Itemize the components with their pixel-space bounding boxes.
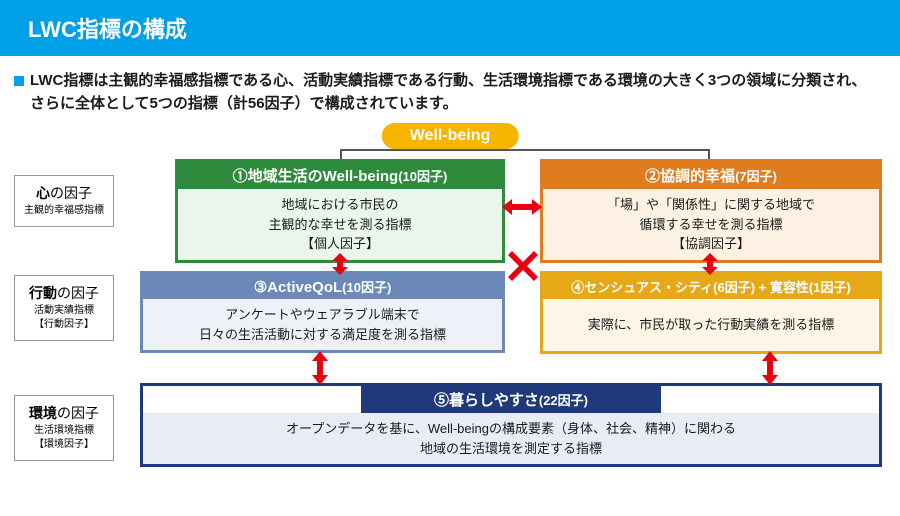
row-label-env: 環境の因子 生活環境指標 【環境因子】	[14, 395, 114, 461]
subtitle-text: LWC指標は主観的幸福感指標である心、活動実績指標である行動、生活環境指標である…	[30, 72, 866, 112]
box3-title: ③ActiveQoL	[254, 279, 342, 296]
box4-body: 実際に、市民が取った行動実績を測る指標	[543, 299, 879, 351]
box2-title: ②協調的幸福	[645, 168, 735, 185]
box-regional-wellbeing: ①地域生活のWell-being(10因子) 地域における市民の 主観的な幸せを…	[175, 159, 505, 263]
row-label-env-main: 環境の因子	[19, 404, 109, 424]
box2-count: (7因子)	[735, 169, 777, 184]
box5-title: ⑤暮らしやすさ	[434, 392, 539, 409]
box-sensuous-city: ④センシュアス・シティ(6因子) + 寛容性(1因子) 実際に、市民が取った行動…	[540, 271, 882, 354]
box-active-qol: ③ActiveQoL(10因子) アンケートやウェアラブル端末で 日々の生活活動…	[140, 271, 505, 353]
arrow-b3-b5	[310, 351, 330, 390]
box3-body: アンケートやウェアラブル端末で 日々の生活活動に対する満足度を測る指標	[143, 299, 502, 350]
row-label-action-sub1: 活動実績指標	[19, 304, 109, 318]
box1-line3: 【個人因子】	[186, 234, 494, 254]
box3-line1: アンケートやウェアラブル端末で	[151, 305, 494, 325]
box3-line2: 日々の生活活動に対する満足度を測る指標	[151, 325, 494, 345]
page-title: LWC指標の構成	[0, 0, 900, 56]
box3-count: (10因子)	[342, 280, 391, 295]
row-label-heart-sub: 主観的幸福感指標	[19, 204, 109, 218]
box1-count: (10因子)	[398, 169, 447, 184]
cross-icon	[508, 251, 538, 288]
row-label-heart: 心の因子 主観的幸福感指標	[14, 175, 114, 227]
diagram-area: Well-being 心の因子 主観的幸福感指標 行動の因子 活動実績指標 【行…	[0, 123, 900, 503]
box2-line3: 【協調因子】	[551, 234, 871, 254]
row-label-heart-main: 心の因子	[19, 184, 109, 204]
box1-body: 地域における市民の 主観的な幸せを測る指標 【個人因子】	[178, 189, 502, 260]
row-label-env-sub1: 生活環境指標	[19, 424, 109, 438]
box1-title: ①地域生活のWell-being	[233, 168, 399, 185]
wellbeing-pill: Well-being	[382, 123, 519, 149]
box-livability: ⑤暮らしやすさ(22因子) オープンデータを基に、Well-beingの構成要素…	[140, 383, 882, 467]
box2-body: 「場」や「関係性」に関する地域で 循環する幸せを測る指標 【協調因子】	[543, 189, 879, 260]
box4-title: ④センシュアス・シティ(6因子) + 寛容性(1因子)	[571, 280, 851, 295]
arrow-b4-b5	[760, 351, 780, 390]
box5-line2: 地域の生活環境を測定する指標	[151, 439, 871, 459]
box5-line1: オープンデータを基に、Well-beingの構成要素（身体、社会、精神）に関わる	[151, 419, 871, 439]
box1-header: ①地域生活のWell-being(10因子)	[178, 162, 502, 189]
box4-line1: 実際に、市民が取った行動実績を測る指標	[551, 315, 871, 335]
box1-line1: 地域における市民の	[186, 195, 494, 215]
row-label-action-main: 行動の因子	[19, 284, 109, 304]
arrow-b2-b4	[700, 253, 720, 280]
arrow-b1-b2	[502, 197, 542, 222]
wellbeing-label: Well-being	[410, 127, 491, 144]
box2-line2: 循環する幸せを測る指標	[551, 215, 871, 235]
row-label-action: 行動の因子 活動実績指標 【行動因子】	[14, 275, 114, 341]
box1-line2: 主観的な幸せを測る指標	[186, 215, 494, 235]
page-subtitle: LWC指標は主観的幸福感指標である心、活動実績指標である行動、生活環境指標である…	[0, 56, 900, 123]
box2-header: ②協調的幸福(7因子)	[543, 162, 879, 189]
arrow-b1-b3	[330, 253, 350, 280]
box-cooperative-happiness: ②協調的幸福(7因子) 「場」や「関係性」に関する地域で 循環する幸せを測る指標…	[540, 159, 882, 263]
box2-line1: 「場」や「関係性」に関する地域で	[551, 195, 871, 215]
title-text: LWC指標の構成	[28, 17, 187, 42]
box5-body: オープンデータを基に、Well-beingの構成要素（身体、社会、精神）に関わる…	[143, 413, 879, 464]
row-label-action-sub2: 【行動因子】	[19, 318, 109, 332]
box5-header: ⑤暮らしやすさ(22因子)	[361, 386, 661, 413]
box5-count: (22因子)	[539, 393, 588, 408]
box3-header: ③ActiveQoL(10因子)	[143, 274, 502, 299]
bracket-h	[340, 149, 710, 151]
row-label-env-sub2: 【環境因子】	[19, 438, 109, 452]
